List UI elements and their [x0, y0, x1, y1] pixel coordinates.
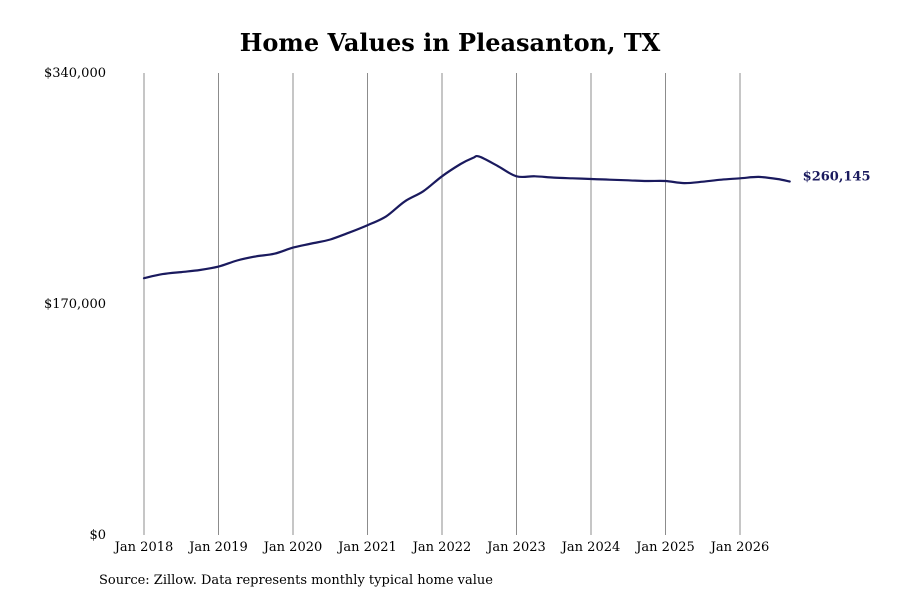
x-tick-label: Jan 2021	[336, 540, 397, 555]
chart-title: Home Values in Pleasanton, TX	[239, 28, 661, 57]
x-tick-label: Jan 2026	[709, 540, 770, 555]
y-tick-label: $340,000	[44, 66, 106, 81]
latest-value-label: $260,145	[803, 170, 871, 185]
x-axis-labels: Jan 2018 Jan 2019 Jan 2020 Jan 2021 Jan 2022…	[113, 540, 770, 555]
source-note: Source: Zillow. Data represents monthly …	[99, 573, 493, 588]
y-axis-labels: $340,000 $170,000 $0	[44, 66, 106, 543]
y-tick-label: $0	[89, 528, 106, 543]
x-tick-label: Jan 2019	[187, 540, 248, 555]
home-value-line	[142, 154, 791, 280]
gridlines	[143, 73, 741, 535]
x-tick-label: Jan 2018	[113, 540, 174, 555]
x-tick-label: Jan 2024	[560, 540, 621, 555]
x-tick-label: Jan 2025	[634, 540, 695, 555]
x-tick-label: Jan 2022	[411, 540, 472, 555]
x-tick-label: Jan 2023	[485, 540, 546, 555]
y-tick-label: $170,000	[44, 297, 106, 312]
x-tick-label: Jan 2020	[262, 540, 323, 555]
